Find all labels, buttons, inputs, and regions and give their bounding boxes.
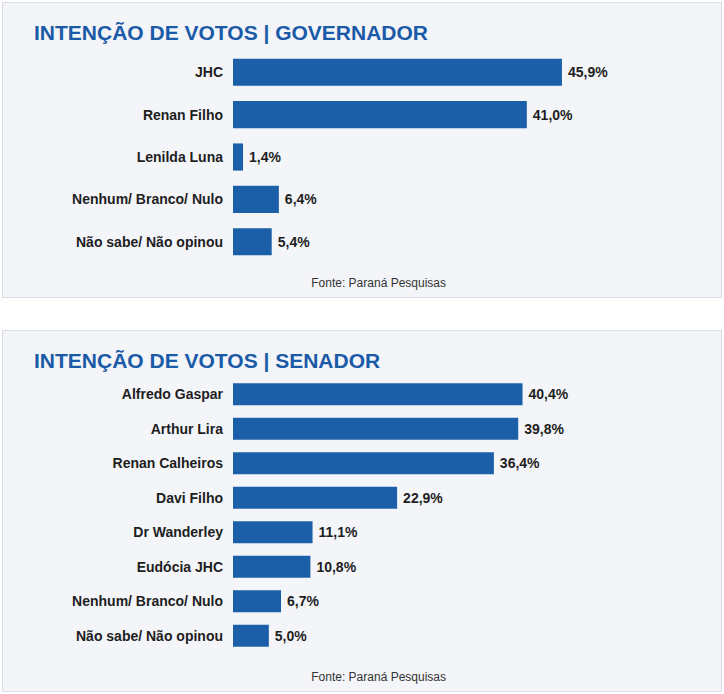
svg-text:Nenhum/ Branco/ Nulo: Nenhum/ Branco/ Nulo <box>72 593 223 609</box>
svg-text:39,8%: 39,8% <box>524 421 564 437</box>
svg-text:5,4%: 5,4% <box>278 234 310 250</box>
svg-text:41,0%: 41,0% <box>533 107 573 123</box>
svg-text:45,9%: 45,9% <box>568 64 608 80</box>
svg-text:Renan Filho: Renan Filho <box>143 107 223 123</box>
svg-text:Alfredo Gaspar: Alfredo Gaspar <box>122 386 224 402</box>
svg-text:Fonte: Paraná Pesquisas: Fonte: Paraná Pesquisas <box>311 670 446 684</box>
svg-text:5,0%: 5,0% <box>275 628 307 644</box>
svg-text:Davi Filho: Davi Filho <box>156 490 223 506</box>
svg-text:Não sabe/ Não opinou: Não sabe/ Não opinou <box>76 628 223 644</box>
svg-text:Nenhum/ Branco/ Nulo: Nenhum/ Branco/ Nulo <box>72 191 223 207</box>
svg-text:1,4%: 1,4% <box>249 149 281 165</box>
svg-text:INTENÇÃO DE VOTOS | GOVERNADOR: INTENÇÃO DE VOTOS | GOVERNADOR <box>34 21 428 44</box>
svg-text:Arthur Lira: Arthur Lira <box>151 421 224 437</box>
svg-text:6,7%: 6,7% <box>287 593 319 609</box>
svg-text:Renan Calheiros: Renan Calheiros <box>113 455 224 471</box>
svg-text:10,8%: 10,8% <box>316 559 356 575</box>
svg-text:JHC: JHC <box>195 64 223 80</box>
svg-text:11,1%: 11,1% <box>319 524 358 540</box>
svg-text:40,4%: 40,4% <box>529 386 569 402</box>
svg-text:Eudócia JHC: Eudócia JHC <box>137 559 223 575</box>
svg-text:36,4%: 36,4% <box>500 455 540 471</box>
svg-text:Fonte: Paraná Pesquisas: Fonte: Paraná Pesquisas <box>311 276 446 290</box>
svg-text:Dr Wanderley: Dr Wanderley <box>133 524 223 540</box>
svg-text:Não sabe/ Não opinou: Não sabe/ Não opinou <box>76 234 223 250</box>
svg-text:INTENÇÃO DE VOTOS | SENADOR: INTENÇÃO DE VOTOS | SENADOR <box>34 349 380 372</box>
svg-text:22,9%: 22,9% <box>403 490 443 506</box>
svg-text:Lenilda Luna: Lenilda Luna <box>137 149 224 165</box>
svg-text:6,4%: 6,4% <box>285 191 317 207</box>
